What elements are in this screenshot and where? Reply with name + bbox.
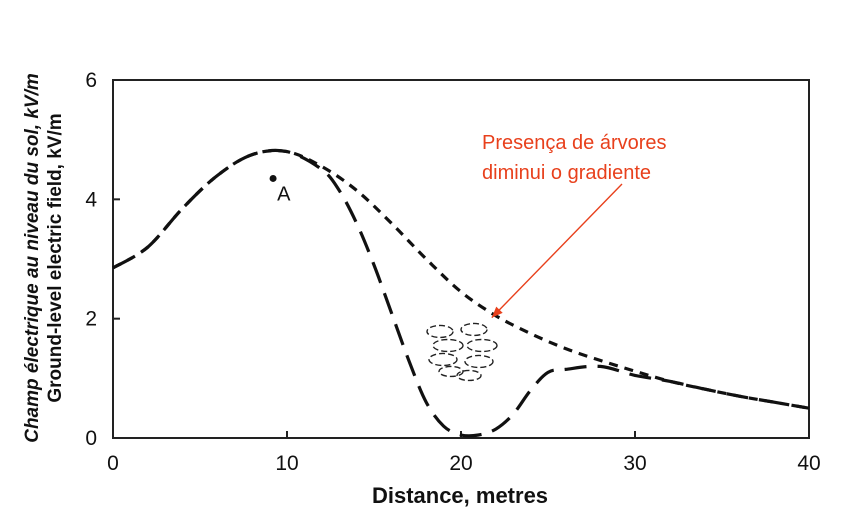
- annotation-line-1: Presença de árvores: [482, 132, 667, 154]
- tree-scribble: [456, 369, 482, 382]
- x-tick-label: 10: [275, 452, 298, 475]
- point-marker: [269, 174, 277, 182]
- y-axis-label-en: Ground-level electric field, kV/m: [45, 113, 66, 402]
- x-tick-label: 30: [623, 452, 646, 475]
- series-layer: [112, 148, 810, 438]
- tree-scribble: [428, 352, 458, 367]
- x-axis-label: Distance, metres: [372, 483, 548, 508]
- y-tick-label: 4: [85, 188, 97, 211]
- y-axis-label-fr: Champ électrique au niveau du sol, kV/m: [22, 73, 43, 443]
- tree-scribble: [426, 324, 454, 339]
- x-tick-label: 0: [107, 452, 119, 475]
- series-line-1: [112, 149, 810, 410]
- point-label: A: [277, 183, 291, 205]
- annotation-line-2: diminui o gradiente: [482, 162, 651, 184]
- y-tick-labels: 0 2 4 6: [85, 69, 97, 450]
- x-tick-label: 20: [449, 452, 472, 475]
- y-tick-label: 0: [85, 427, 97, 450]
- tree-cluster-icon: [426, 322, 498, 382]
- tree-scribble: [438, 365, 464, 378]
- x-tick-label: 40: [797, 452, 820, 475]
- tick-marks: [112, 79, 810, 439]
- tree-scribble: [432, 338, 464, 353]
- tree-scribble: [466, 338, 498, 353]
- arrow-shaft: [491, 183, 623, 319]
- series-line-2: [112, 148, 810, 438]
- x-tick-labels: 0 10 20 30 40: [107, 452, 821, 475]
- tree-scribble: [464, 354, 494, 369]
- arrow-head: [491, 306, 503, 318]
- tree-scribble: [460, 322, 488, 337]
- y-tick-label: 2: [85, 308, 97, 331]
- annotation-arrow: [491, 183, 623, 319]
- y-tick-label: 6: [85, 69, 97, 92]
- plot-frame: [112, 79, 810, 439]
- points-layer: A: [269, 174, 291, 205]
